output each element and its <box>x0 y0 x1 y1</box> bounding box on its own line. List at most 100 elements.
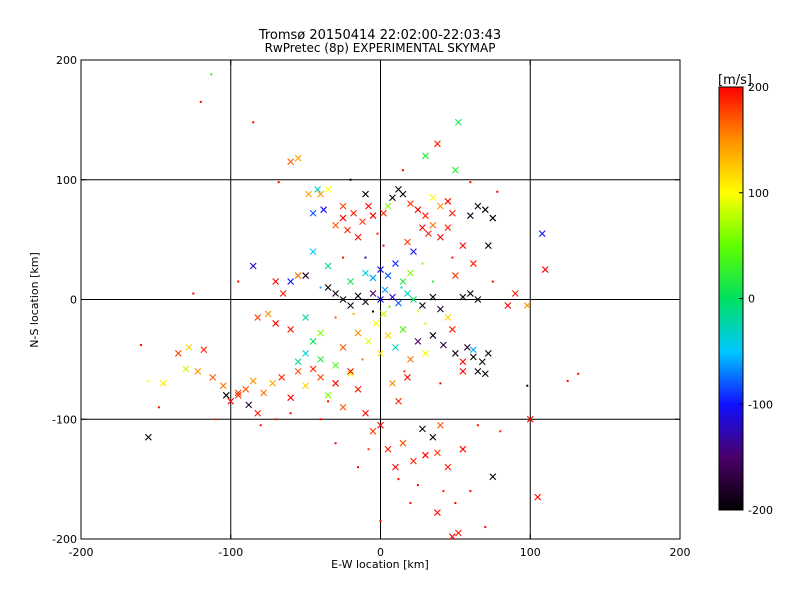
data-point-cross <box>185 344 193 351</box>
data-point-cross <box>332 361 339 369</box>
data-point-dot <box>566 379 569 382</box>
data-point-cross <box>209 373 217 381</box>
data-point-cross <box>404 238 411 246</box>
data-point-cross <box>404 373 411 381</box>
data-point-dot <box>496 190 499 193</box>
data-point-dot <box>334 316 337 319</box>
data-point-cross <box>466 212 474 220</box>
data-point-cross <box>448 533 456 540</box>
y-tick-label: -200 <box>52 533 77 546</box>
data-point-dot <box>388 305 391 308</box>
data-point-cross <box>399 326 407 333</box>
data-point-cross <box>469 353 477 361</box>
data-point-dot <box>469 490 472 493</box>
data-point-cross <box>410 296 417 303</box>
data-point-cross <box>474 367 482 375</box>
y-tick-label: 100 <box>56 174 77 187</box>
data-point-cross <box>381 286 389 294</box>
data-point-dot <box>416 484 419 487</box>
data-point-cross <box>362 409 369 417</box>
data-point-cross <box>380 209 387 217</box>
data-point-cross <box>399 439 407 447</box>
data-point-cross <box>407 269 414 277</box>
data-point-cross <box>484 349 492 357</box>
data-point-cross <box>377 349 384 357</box>
data-point-cross <box>459 293 467 301</box>
data-point-cross <box>324 284 332 291</box>
data-point-cross <box>481 206 489 214</box>
data-point-cross <box>302 272 310 279</box>
data-point-cross <box>317 355 324 363</box>
data-point-cross <box>372 320 380 327</box>
data-point-cross <box>459 445 467 453</box>
data-point-dot <box>349 178 352 181</box>
data-point-cross <box>384 272 392 279</box>
data-point-cross <box>534 493 542 501</box>
data-point-cross <box>410 248 417 255</box>
data-point-cross <box>339 202 347 210</box>
data-point-cross <box>234 391 242 399</box>
data-point-cross <box>369 290 377 297</box>
data-point-dot <box>469 181 472 184</box>
data-point-cross <box>437 305 444 313</box>
data-point-cross <box>305 190 313 198</box>
data-point-cross <box>264 310 272 318</box>
data-point-cross <box>369 427 377 435</box>
data-point-cross <box>395 299 402 307</box>
data-point-cross <box>159 379 167 387</box>
y-tick-label: 0 <box>70 294 77 307</box>
data-point-cross <box>384 202 392 210</box>
data-point-dot <box>382 244 385 247</box>
data-point-cross <box>392 463 399 471</box>
data-point-dot <box>372 310 375 313</box>
data-point-dot <box>364 256 367 259</box>
data-point-cross <box>347 370 354 378</box>
data-point-cross <box>309 209 317 217</box>
data-point-dot <box>401 169 404 172</box>
data-point-cross <box>489 214 497 222</box>
data-point-cross <box>227 397 235 405</box>
data-point-cross <box>392 260 399 267</box>
data-point-cross <box>489 473 497 481</box>
data-point-cross <box>365 338 372 345</box>
data-point-cross <box>354 385 362 393</box>
data-point-dot <box>277 181 280 184</box>
data-point-cross <box>399 278 407 285</box>
data-point-cross <box>354 292 362 300</box>
colorbar-tick-label: -100 <box>748 398 773 411</box>
data-point-cross <box>272 278 280 285</box>
colorbar-ticks: -200 -100 0 100 200 <box>739 81 773 517</box>
data-point-cross <box>287 326 295 333</box>
data-point-cross <box>389 293 396 301</box>
data-point-cross <box>278 373 286 381</box>
data-point-cross <box>429 194 437 202</box>
x-tick-label: 0 <box>377 546 384 559</box>
data-point-cross <box>410 457 417 465</box>
data-point-dot <box>454 502 457 505</box>
data-point-cross <box>454 529 462 537</box>
data-point-dot <box>499 430 502 433</box>
data-point-dot <box>214 418 217 421</box>
data-point-cross <box>419 224 426 232</box>
data-point-dot <box>400 286 403 289</box>
data-point-cross <box>324 391 332 399</box>
data-point-cross <box>437 421 444 429</box>
data-point-dot <box>147 379 150 382</box>
data-point-cross <box>425 230 432 238</box>
data-point-cross <box>320 206 327 214</box>
data-point-cross <box>541 266 549 273</box>
data-point-dot <box>139 344 142 347</box>
chart-subtitle: RwPretec (8p) EXPERIMENTAL SKYMAP <box>265 41 496 55</box>
data-point-cross <box>332 290 339 297</box>
data-point-cross <box>437 233 444 241</box>
data-point-dot <box>577 372 580 375</box>
data-point-cross <box>454 118 462 126</box>
data-point-cross <box>309 365 317 373</box>
x-tick-label: -200 <box>69 546 94 559</box>
data-point-cross <box>380 310 387 318</box>
data-point-cross <box>317 373 324 381</box>
data-point-dot <box>342 256 345 259</box>
data-point-cross <box>339 403 347 411</box>
data-point-cross <box>407 355 414 363</box>
data-point-dot <box>361 358 364 361</box>
